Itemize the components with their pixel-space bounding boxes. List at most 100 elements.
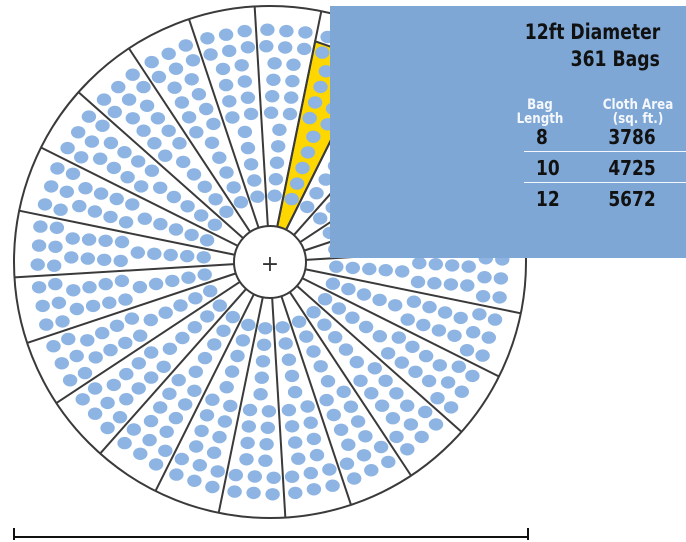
bag bbox=[427, 277, 442, 290]
bag bbox=[148, 277, 164, 291]
bag bbox=[117, 146, 132, 159]
bag bbox=[320, 375, 336, 388]
bag bbox=[100, 396, 115, 410]
bag bbox=[180, 200, 195, 213]
bag bbox=[187, 321, 202, 334]
bag bbox=[168, 62, 184, 75]
bag bbox=[281, 403, 297, 417]
bag bbox=[428, 258, 443, 271]
bag bbox=[60, 141, 75, 155]
segment-divider bbox=[128, 47, 251, 233]
bag bbox=[168, 223, 184, 236]
bag bbox=[87, 382, 103, 395]
bag bbox=[431, 324, 447, 337]
bag bbox=[356, 288, 372, 301]
bag bbox=[325, 277, 341, 290]
bag bbox=[328, 331, 343, 344]
bag bbox=[80, 334, 95, 347]
bag bbox=[281, 353, 297, 366]
bag bbox=[187, 474, 202, 487]
bag bbox=[142, 433, 157, 447]
bag bbox=[143, 313, 158, 327]
bag bbox=[66, 284, 81, 297]
bag bbox=[309, 187, 324, 200]
bag bbox=[358, 430, 373, 443]
bag bbox=[218, 28, 234, 41]
bag bbox=[322, 463, 337, 476]
bag bbox=[267, 57, 282, 70]
bag bbox=[103, 343, 118, 357]
bag bbox=[215, 62, 231, 76]
bag bbox=[400, 443, 415, 456]
bag bbox=[197, 180, 212, 193]
bag bbox=[165, 274, 180, 288]
cloth-area-value: 4725 bbox=[608, 156, 656, 180]
bag bbox=[336, 385, 351, 398]
bag bbox=[454, 385, 469, 398]
bag bbox=[106, 378, 122, 392]
bag bbox=[192, 459, 207, 472]
cloth-area-value: 3786 bbox=[608, 125, 656, 149]
bag bbox=[81, 233, 97, 246]
bag bbox=[306, 345, 321, 358]
bag bbox=[253, 388, 268, 401]
bag bbox=[408, 365, 423, 378]
bag bbox=[216, 324, 231, 337]
bag bbox=[136, 124, 151, 137]
column-header-cloth-area: Cloth Area (sq. ft.) bbox=[602, 98, 673, 126]
bag bbox=[144, 55, 159, 69]
bag bbox=[374, 399, 390, 412]
bag bbox=[64, 251, 79, 264]
panel-subtitle: 361 Bags bbox=[570, 47, 660, 71]
bag bbox=[131, 357, 146, 370]
bag bbox=[69, 302, 85, 316]
bag bbox=[80, 252, 96, 265]
bag bbox=[126, 423, 141, 436]
bag bbox=[265, 488, 280, 501]
bag-length-value: 12 bbox=[536, 187, 560, 211]
bag bbox=[217, 415, 233, 428]
bag bbox=[315, 46, 330, 59]
bag bbox=[97, 253, 112, 266]
segment-divider bbox=[77, 91, 244, 239]
bag bbox=[388, 299, 403, 312]
bag bbox=[49, 221, 65, 234]
bag bbox=[184, 228, 199, 242]
bag bbox=[235, 334, 251, 347]
bag bbox=[350, 415, 366, 428]
bag bbox=[186, 168, 202, 181]
bag bbox=[161, 47, 176, 60]
bag bbox=[212, 299, 227, 312]
bag bbox=[385, 412, 401, 425]
bag bbox=[174, 96, 190, 109]
bag bbox=[247, 470, 262, 483]
bag bbox=[318, 173, 333, 186]
header-line: Bag bbox=[527, 97, 553, 113]
bag bbox=[288, 486, 303, 500]
bag bbox=[222, 95, 237, 108]
bag bbox=[372, 330, 387, 343]
bag bbox=[147, 247, 162, 260]
bag bbox=[55, 315, 70, 328]
bag bbox=[144, 164, 160, 177]
bag bbox=[284, 369, 300, 383]
bag bbox=[341, 282, 356, 296]
bag bbox=[430, 392, 445, 405]
bag bbox=[172, 137, 187, 150]
bag bbox=[35, 299, 50, 313]
bag bbox=[212, 151, 227, 164]
bag bbox=[263, 106, 279, 119]
bag bbox=[112, 411, 128, 424]
bag bbox=[278, 41, 293, 54]
bag bbox=[226, 181, 241, 194]
bag bbox=[118, 216, 134, 229]
diameter-dimension-line bbox=[13, 528, 529, 540]
bag bbox=[194, 209, 209, 222]
bag bbox=[51, 296, 67, 309]
bag bbox=[380, 347, 396, 360]
bag bbox=[378, 264, 393, 277]
bag bbox=[158, 444, 173, 457]
bag bbox=[432, 359, 447, 372]
bag bbox=[282, 107, 298, 121]
